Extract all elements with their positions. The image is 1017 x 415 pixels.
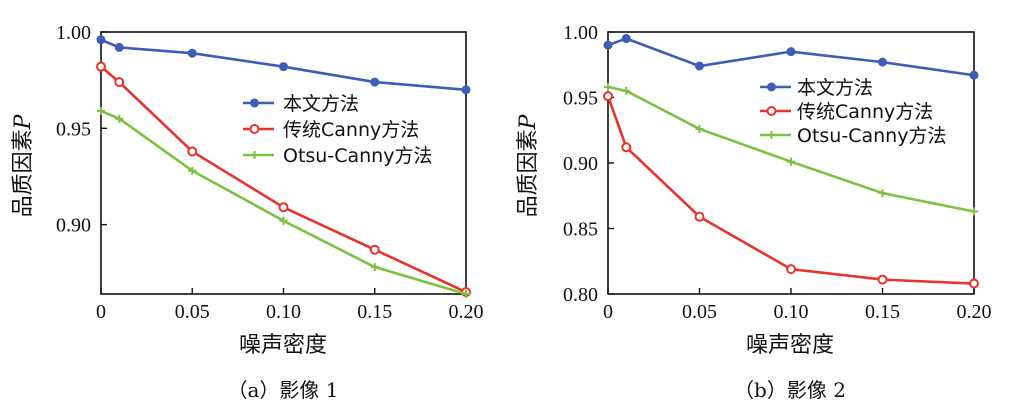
legend-marker [767,82,776,92]
x-tick-label: 0.20 [957,301,992,323]
data-point [877,274,888,285]
data-point [97,106,105,115]
data-point [970,207,978,216]
data-point [694,211,705,222]
data-point [279,62,288,72]
y-tick-label: 0.85 [563,219,598,241]
figure-caption: （b）影像 2 [734,378,846,402]
y-axis-title: 品质因素P [516,113,541,217]
data-point [187,146,198,157]
x-tick-label: 0.05 [175,301,210,323]
data-point [188,166,197,175]
data-point [695,61,704,71]
legend-marker [250,98,259,108]
series-line-0 [607,37,975,77]
data-point [622,86,631,95]
legend-marker [766,106,777,116]
x-tick-label: 0.15 [357,301,392,323]
data-point [695,124,704,133]
x-axis-title: 噪声密度 [239,333,327,358]
data-point [187,48,197,58]
data-point [96,61,106,72]
data-point [369,244,380,255]
figure-caption: （a）影像 1 [227,378,338,402]
legend-label: 传统Canny方法 [797,101,933,123]
data-point [786,264,796,275]
legend-marker [250,151,259,159]
legend-label: 本文方法 [283,93,359,115]
data-point [370,77,380,87]
data-point [604,83,612,92]
data-point [114,77,125,88]
data-point [461,85,471,95]
data-point [114,42,124,52]
data-point [787,157,795,166]
chart-b: 0 0.05 0.10 0.15 0.20 0.80 0.85 0.90 0.95 1.00 噪声密… [516,22,992,402]
y-tick-label: 0.90 [56,215,91,237]
legend-label: Otsu-Canny方法 [797,125,946,147]
data-point [969,278,979,289]
x-tick-label: 0.10 [266,301,301,323]
y-axis-title-text: 品质因素 [516,129,541,217]
data-point [621,142,632,153]
data-point [278,202,289,213]
x-tick-label: 0.20 [449,301,484,323]
y-tick-label: 1.00 [563,22,598,44]
x-tick-label: 0 [603,301,613,323]
x-tick-label: 0 [96,301,106,323]
y-tick-label: 1.00 [56,22,91,44]
legend-label: 传统Canny方法 [283,119,419,141]
series-line-2 [100,109,467,296]
legend-label: Otsu-Canny方法 [283,145,432,167]
legend-label: 本文方法 [797,77,873,99]
y-tick-label: 0.95 [56,118,91,140]
data-point [786,47,796,57]
data-point [462,290,470,298]
data-point [621,34,631,44]
x-tick-label: 0.15 [865,301,900,323]
x-tick-label: 0.05 [682,301,717,323]
x-axis-title: 噪声密度 [746,333,834,358]
data-point [603,40,613,50]
data-point [969,70,979,80]
chart-a: 0 0.05 0.10 0.15 0.20 0.90 0.95 1.00 噪声密度 品质因素P 本文… [11,22,484,402]
y-axis-title-var: P [516,113,541,130]
y-axis-title: 品质因素P [11,113,36,217]
data-point [370,263,379,272]
data-point [115,114,124,123]
data-point [96,35,106,45]
legend-marker [767,131,776,139]
data-point [878,57,887,67]
y-axis-title-var: P [11,113,36,130]
data-point [279,216,288,225]
x-tick-label: 0.10 [774,301,809,323]
y-tick-label: 0.95 [563,88,598,110]
y-tick-label: 0.90 [563,153,598,175]
series-line-1 [606,95,975,285]
data-point [603,91,613,102]
legend-marker [249,124,260,134]
data-point [878,189,887,198]
y-tick-label: 0.80 [563,284,598,306]
y-axis-title-text: 品质因素 [11,129,36,217]
